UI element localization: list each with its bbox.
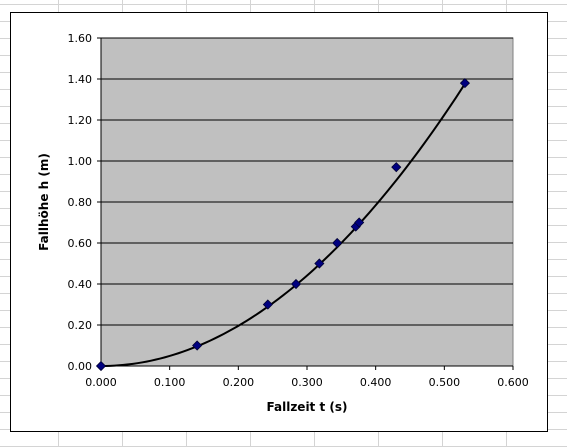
- x-tick-label: 0.600: [497, 376, 529, 389]
- data-points: [95, 78, 470, 372]
- data-point: [314, 258, 325, 269]
- data-point: [192, 340, 203, 351]
- y-tick-label: 0.60: [68, 237, 93, 250]
- data-point: [95, 360, 107, 372]
- y-tick-label: 0.40: [68, 278, 93, 291]
- data-point: [262, 299, 273, 310]
- x-tick-label: 0.000: [85, 376, 117, 389]
- x-axis-ticks: 0.000 0.100 0.200 0.300 0.400 0.500 0.600: [85, 366, 529, 389]
- data-point: [290, 278, 302, 290]
- x-tick-label: 0.200: [223, 376, 255, 389]
- data-point: [332, 237, 343, 249]
- x-tick-label: 0.400: [360, 376, 392, 389]
- y-tick-label: 0.20: [68, 319, 93, 332]
- trendline: [100, 83, 466, 367]
- y-tick-label: 0.00: [68, 360, 93, 373]
- y-tick-label: 1.00: [68, 155, 93, 168]
- y-tick-label: 0.80: [68, 196, 93, 209]
- data-point: [354, 217, 365, 228]
- x-axis-title: Fallzeit t (s): [267, 400, 348, 414]
- x-tick-label: 0.100: [154, 376, 186, 389]
- y-axis-ticks: 0.00 0.20 0.40 0.60 0.80 1.00 1.20 1.40 1.60: [68, 32, 101, 373]
- y-tick-label: 1.60: [68, 32, 93, 45]
- y-tick-label: 1.20: [68, 114, 93, 127]
- x-tick-label: 0.500: [429, 376, 461, 389]
- data-point: [459, 78, 470, 89]
- chart-area: 0.000 0.100 0.200 0.300 0.400 0.500 0.600 0.00…: [10, 12, 548, 432]
- grid-lines: [101, 37, 513, 326]
- y-tick-label: 1.40: [68, 73, 93, 86]
- data-point: [391, 162, 402, 173]
- y-axis-title: Fallhöhe h (m): [37, 153, 51, 251]
- chart-svg: 0.000 0.100 0.200 0.300 0.400 0.500 0.600 0.00…: [37, 32, 529, 414]
- x-tick-label: 0.300: [291, 376, 323, 389]
